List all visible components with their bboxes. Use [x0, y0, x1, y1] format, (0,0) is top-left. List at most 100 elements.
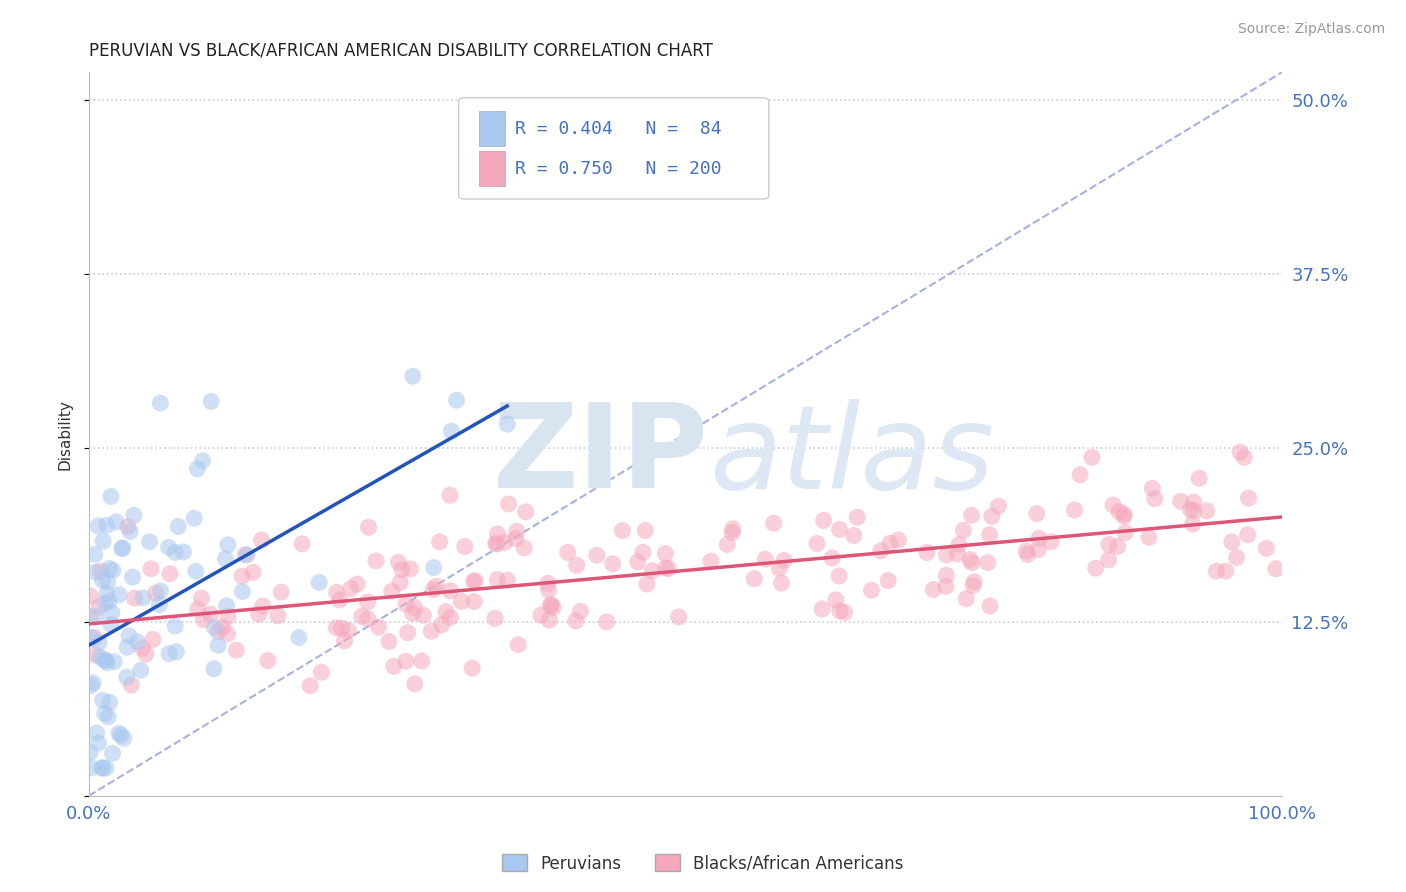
Point: [202, 620, 225, 634]
Text: R = 0.404   N =  84: R = 0.404 N = 84: [515, 120, 721, 138]
Point: [186, 462, 208, 476]
Point: [250, 533, 273, 547]
Point: [1063, 503, 1085, 517]
Point: [1182, 495, 1205, 509]
Point: [425, 579, 447, 593]
Point: [381, 584, 404, 599]
Point: [142, 632, 165, 647]
Point: [86, 726, 108, 740]
Point: [960, 556, 983, 570]
Point: [1195, 504, 1218, 518]
Point: [291, 537, 314, 551]
Point: [1098, 553, 1121, 567]
Point: [89, 564, 111, 578]
Point: [84, 609, 107, 624]
Point: [496, 573, 519, 587]
Point: [463, 574, 485, 589]
Point: [430, 617, 453, 632]
Point: [145, 586, 167, 600]
Point: [402, 606, 425, 620]
Point: [82, 675, 104, 690]
Point: [1098, 537, 1121, 551]
Point: [1170, 494, 1192, 508]
Point: [1233, 450, 1256, 465]
Point: [242, 566, 264, 580]
Point: [654, 561, 676, 575]
Point: [395, 654, 418, 668]
Point: [429, 534, 451, 549]
Point: [100, 490, 122, 504]
Point: [191, 454, 214, 468]
Point: [540, 598, 562, 612]
Point: [935, 579, 957, 593]
Point: [463, 594, 485, 608]
Point: [211, 620, 233, 634]
Text: PERUVIAN VS BLACK/AFRICAN AMERICAN DISABILITY CORRELATION CHART: PERUVIAN VS BLACK/AFRICAN AMERICAN DISAB…: [89, 42, 713, 60]
Point: [654, 547, 676, 561]
Point: [231, 569, 253, 583]
Point: [485, 536, 508, 550]
Point: [1069, 467, 1091, 482]
Point: [148, 598, 170, 612]
Point: [744, 572, 766, 586]
Point: [233, 548, 256, 562]
Point: [494, 535, 516, 549]
Text: Source: ZipAtlas.com: Source: ZipAtlas.com: [1237, 22, 1385, 37]
Point: [98, 594, 121, 608]
Point: [980, 509, 1002, 524]
Point: [112, 731, 135, 746]
Point: [440, 424, 463, 438]
Point: [382, 659, 405, 673]
Point: [200, 394, 222, 409]
Point: [668, 610, 690, 624]
Point: [962, 578, 984, 592]
Point: [378, 634, 401, 648]
Point: [357, 612, 380, 626]
Point: [422, 560, 444, 574]
Point: [129, 663, 152, 677]
Point: [1084, 561, 1107, 575]
Point: [325, 621, 347, 635]
Point: [340, 582, 363, 596]
Point: [357, 520, 380, 534]
Point: [1137, 530, 1160, 544]
Point: [225, 643, 247, 657]
Point: [135, 647, 157, 661]
Point: [120, 524, 142, 539]
Point: [404, 600, 426, 615]
Point: [100, 617, 122, 632]
Point: [1220, 535, 1243, 549]
Point: [91, 693, 114, 707]
Point: [404, 677, 426, 691]
Point: [828, 604, 851, 618]
Point: [217, 538, 239, 552]
Point: [450, 594, 472, 608]
Point: [93, 706, 115, 721]
Point: [96, 586, 118, 600]
Point: [90, 761, 112, 775]
Point: [877, 574, 900, 588]
Point: [540, 599, 562, 614]
Point: [83, 547, 105, 561]
Point: [139, 562, 162, 576]
Point: [149, 584, 172, 599]
Point: [124, 591, 146, 606]
Point: [721, 522, 744, 536]
Point: [887, 533, 910, 548]
Point: [337, 624, 360, 638]
Point: [636, 577, 658, 591]
Point: [596, 615, 619, 629]
Point: [1039, 534, 1062, 549]
Point: [389, 575, 412, 590]
Point: [402, 369, 425, 384]
Point: [631, 545, 654, 559]
Point: [1215, 564, 1237, 578]
Point: [922, 582, 945, 597]
Point: [167, 519, 190, 533]
Point: [299, 679, 322, 693]
Point: [165, 545, 187, 559]
Point: [422, 582, 444, 597]
Point: [165, 645, 187, 659]
Point: [557, 545, 579, 559]
Point: [1108, 505, 1130, 519]
